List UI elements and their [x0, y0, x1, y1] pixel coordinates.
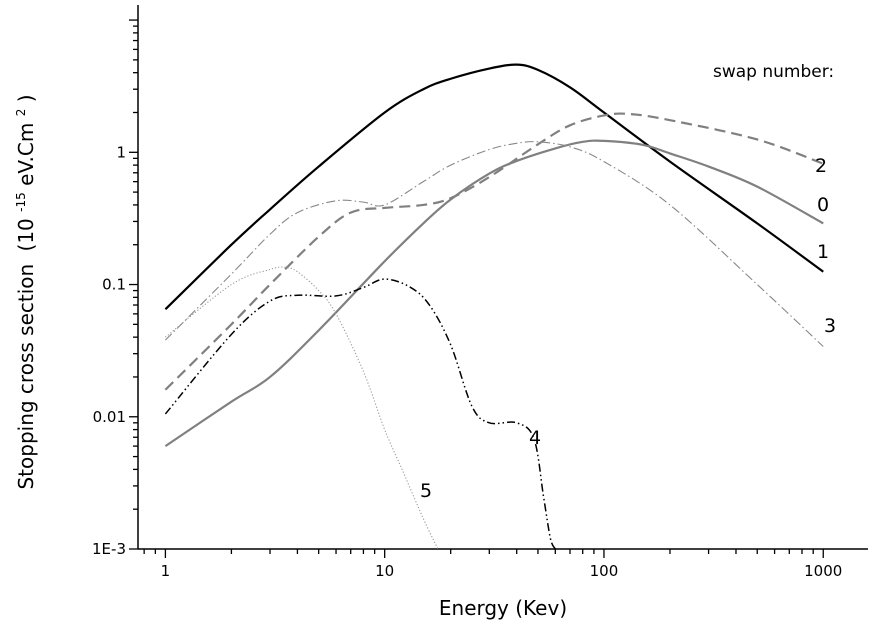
axes — [129, 5, 868, 558]
x-tick-labels: 1 10 100 1000 — [161, 562, 843, 580]
series-line-0 — [164, 139, 824, 448]
x-axis-title: Energy (Kev) — [439, 596, 567, 620]
y-tick-labels: 1E-3 0.01 0.1 1 — [92, 143, 126, 558]
series-label-1: 1 — [817, 241, 829, 263]
minor-ticks — [129, 19, 824, 558]
y-axis-unit-mid: eV.Cm — [14, 123, 38, 186]
y-axis-unit-exp2: 2 — [14, 109, 28, 117]
x-tick-label: 1 — [161, 562, 171, 580]
y-tick-label: 0.1 — [102, 276, 126, 294]
y-tick-label: 1E-3 — [92, 540, 126, 558]
series-line-2 — [164, 112, 824, 391]
y-axis-unit-open: (10 — [14, 218, 38, 251]
y-tick-label: 0.01 — [93, 408, 126, 426]
y-axis-unit-exp1: -15 — [14, 192, 28, 212]
y-axis-unit-close: ) — [14, 94, 38, 102]
series-label-4: 4 — [529, 427, 541, 449]
series-layer — [164, 63, 824, 550]
series-labels: 1 0 2 3 4 5 — [420, 155, 836, 502]
x-tick-label: 10 — [375, 562, 394, 580]
series-line-5 — [165, 266, 439, 550]
series-label-0: 0 — [817, 194, 829, 216]
series-label-3: 3 — [824, 315, 836, 337]
x-tick-label: 100 — [590, 562, 619, 580]
y-tick-label: 1 — [116, 143, 126, 161]
legend-title: swap number: — [713, 62, 834, 82]
series-label-2: 2 — [815, 155, 827, 177]
series-line-1 — [164, 63, 824, 311]
y-axis-title-main: Stopping cross section — [14, 264, 38, 490]
series-label-5: 5 — [420, 480, 432, 502]
y-axis-title: Stopping cross section (10 -15 eV.Cm 2 ) — [6, 94, 38, 489]
series-line-4 — [164, 278, 556, 550]
series-line-3 — [165, 141, 824, 347]
x-tick-label: 1000 — [804, 562, 842, 580]
